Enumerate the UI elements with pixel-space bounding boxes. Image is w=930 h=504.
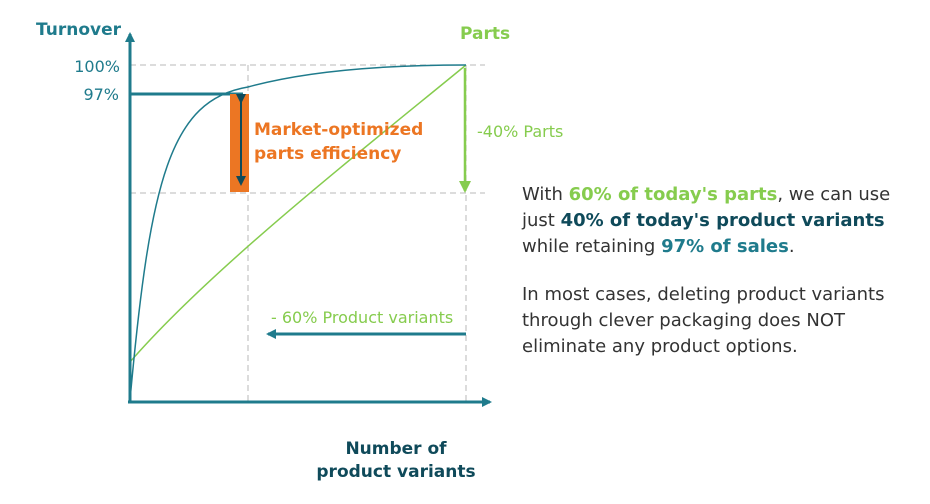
efficiency-callout-line2: parts efficiency	[254, 144, 402, 164]
efficiency-bar	[230, 94, 249, 192]
p1-text-c: , we can use just	[522, 184, 891, 231]
efficiency-callout: Market-optimized parts efficiency	[254, 118, 423, 166]
parts-curve	[129, 64, 467, 363]
p1-highlight-variants: 40% of today's product variants	[560, 210, 885, 231]
p1-text-g: .	[788, 236, 795, 257]
explanation-text: With 60% of today's parts, we can use ju…	[522, 182, 922, 382]
explanation-paragraph-2: In most cases, deleting product variants…	[522, 284, 885, 357]
efficiency-callout-line1: Market-optimized	[254, 120, 424, 140]
variants-delta-label: - 60% Product variants	[271, 308, 454, 327]
x-axis-title-line2: product variants	[316, 462, 476, 482]
turnover-curve	[129, 64, 467, 401]
x-axis-title: Number of product variants	[306, 438, 486, 484]
y-tick-100: 100%	[74, 57, 120, 76]
p1-highlight-parts: 60% of today's parts	[568, 184, 778, 205]
y-axis-title: Turnover	[36, 20, 121, 40]
p1-text-e: while retaining	[522, 236, 662, 257]
explanation-paragraph-1: With 60% of today's parts, we can use ju…	[522, 182, 922, 260]
y-tick-97: 97%	[83, 85, 119, 104]
x-axis-title-line1: Number of	[345, 439, 447, 459]
p1-highlight-sales: 97% of sales	[661, 236, 789, 257]
p1-text-a: With	[522, 184, 569, 205]
parts-curve-label: Parts	[460, 24, 511, 44]
parts-delta-label: -40% Parts	[477, 122, 564, 141]
